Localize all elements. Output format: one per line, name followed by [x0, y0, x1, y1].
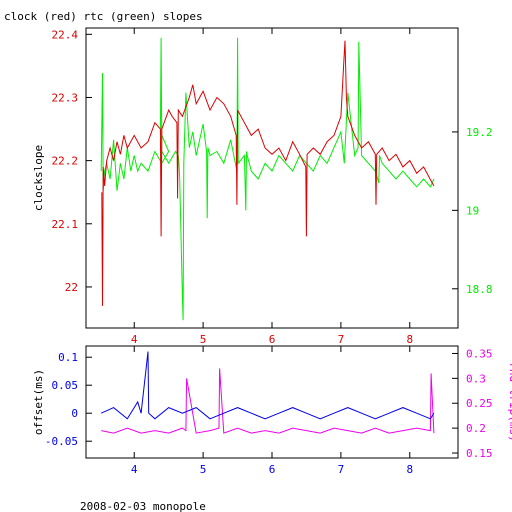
- bottom-frame: [85, 345, 459, 459]
- bottom-y-left-tick-label: 0.1: [58, 351, 78, 364]
- bottom-y-right-tick-label: 0.3: [466, 372, 486, 385]
- bottom-y-left-tick-label: -0.05: [45, 435, 78, 448]
- top-frame: [85, 27, 459, 329]
- top-x-tick-label: 8: [406, 333, 413, 346]
- top-x-tick-label: 7: [338, 333, 345, 346]
- bottom-x-tick-label: 6: [269, 463, 276, 476]
- top-y-left-tick-label: 22: [65, 281, 78, 294]
- bottom-x-tick-label: 5: [200, 463, 207, 476]
- bottom-x-tick-label: 7: [338, 463, 345, 476]
- top-y-left-tick-label: 22.3: [52, 91, 79, 104]
- bottom-y-right-tick-label: 0.2: [466, 422, 486, 435]
- top-y-left-tick-label: 22.2: [52, 155, 79, 168]
- top-y-right-tick-label: 19.2: [466, 126, 493, 139]
- bottom-chart-panel: 4 5 6 7 8 -0.05 0 0.05 0.1 0.15 0.2 0.25 0.3 0.35 offs…: [32, 345, 512, 476]
- bottom-y-left-label: offset(ms): [32, 369, 45, 435]
- top-series-red: [101, 40, 435, 306]
- bottom-y-right-tick-label: 0.35: [466, 347, 493, 360]
- bottom-y-right-label: rnd-trip(ms): [507, 362, 512, 441]
- bottom-y-right-tick-label: 0.25: [466, 397, 493, 410]
- bottom-y-right-tick-label: 0.15: [466, 447, 493, 460]
- bottom-series-magenta: [101, 368, 435, 434]
- top-x-tick-label: 4: [131, 333, 138, 346]
- top-y-right-tick-label: 18.8: [466, 283, 493, 296]
- top-y-left-label: clockslope: [32, 145, 45, 211]
- bottom-x-tick-label: 4: [131, 463, 138, 476]
- top-series-green: [100, 37, 435, 321]
- top-y-left-tick-label: 22.1: [52, 218, 79, 231]
- bottom-y-left-tick-label: 0: [71, 407, 78, 420]
- chart-title: clock (red) rtc (green) slopes: [4, 10, 203, 23]
- top-chart-panel: 4 5 6 7 8 22 22.1 22.2 22.3 22.4 18.8 19 19.2 clocksl…: [32, 27, 493, 346]
- bottom-y-left-tick-label: 0.05: [52, 379, 79, 392]
- top-x-tick-label: 5: [200, 333, 207, 346]
- top-y-left-tick-label: 22.4: [52, 28, 79, 41]
- bottom-x-tick-label: 8: [406, 463, 413, 476]
- top-y-right-tick-label: 19: [466, 204, 479, 217]
- footer-label: 2008-02-03 monopole: [80, 500, 206, 512]
- top-x-tick-label: 6: [269, 333, 276, 346]
- bottom-series-blue: [100, 351, 435, 420]
